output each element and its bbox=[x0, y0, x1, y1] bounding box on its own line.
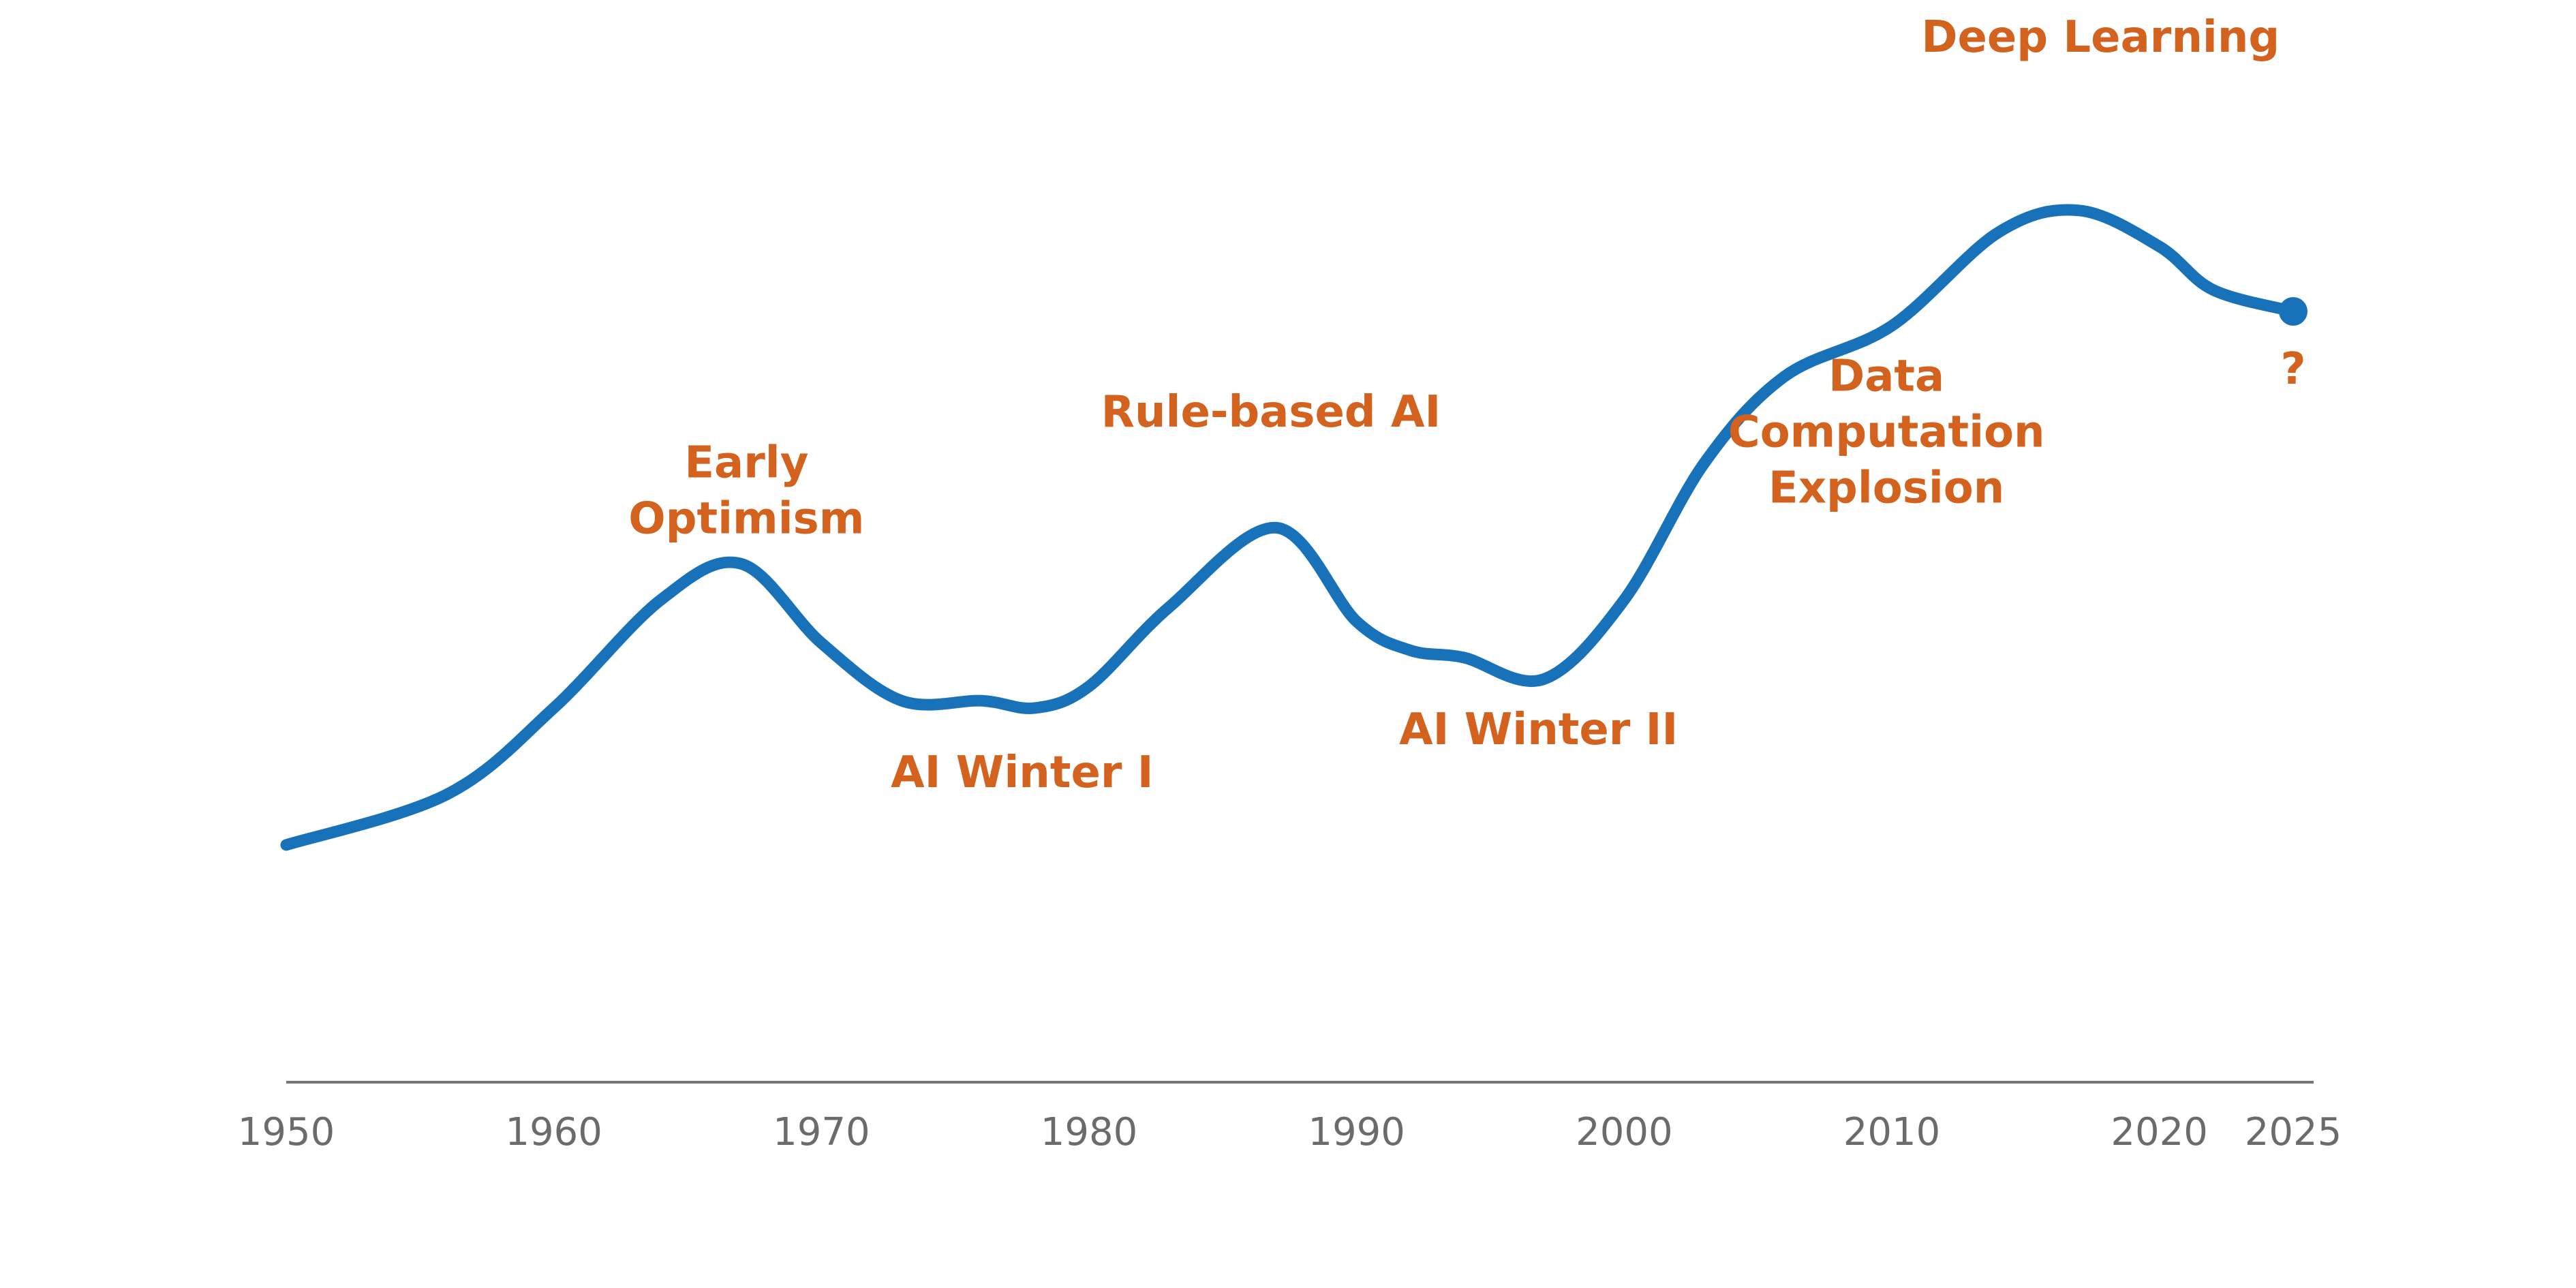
annotation-line: Deep Learning bbox=[1921, 12, 2280, 63]
annotation-ai-winter-ii: AI Winter II bbox=[1399, 705, 1678, 755]
x-tick-label-2020: 2020 bbox=[2111, 1110, 2208, 1154]
annotations: Early Optimism AI Winter I Rule-based AI AI … bbox=[628, 12, 2305, 798]
annotation-: ? bbox=[2280, 344, 2305, 395]
annotation-line: Explosion bbox=[1768, 463, 2004, 513]
x-tick-label-2010: 2010 bbox=[1843, 1110, 1941, 1154]
annotation-line: Data bbox=[1828, 351, 1944, 401]
annotation-data-computation-explosion: Data Computation Explosion bbox=[1728, 351, 2045, 513]
annotation-line: AI Winter I bbox=[891, 748, 1153, 798]
annotation-line: AI Winter II bbox=[1399, 705, 1678, 755]
annotation-line: ? bbox=[2280, 344, 2305, 395]
annotation-line: Rule-based AI bbox=[1101, 387, 1441, 438]
annotation-rule-based-ai: Rule-based AI bbox=[1101, 387, 1441, 438]
x-tick-label-2000: 2000 bbox=[1576, 1110, 1673, 1154]
annotation-deep-learning: Deep Learning bbox=[1921, 12, 2280, 63]
annotation-line: Computation bbox=[1728, 407, 2045, 457]
x-tick-label-1950: 1950 bbox=[238, 1110, 335, 1154]
x-tick-label-1960: 1960 bbox=[505, 1110, 602, 1154]
x-axis-ticks: 1950 1960 1970 1980 1990 2000 2010 2020 2025 bbox=[238, 1110, 2342, 1154]
x-tick-label-1990: 1990 bbox=[1308, 1110, 1405, 1154]
series-end-marker bbox=[2279, 296, 2307, 326]
x-tick-label-2025: 2025 bbox=[2245, 1110, 2342, 1154]
annotation-line: Optimism bbox=[628, 493, 864, 544]
annotation-ai-winter-i: AI Winter I bbox=[891, 748, 1153, 798]
series-line-ai-progress bbox=[280, 204, 2299, 851]
x-tick-label-1970: 1970 bbox=[773, 1110, 870, 1154]
annotation-line: Early bbox=[684, 438, 808, 488]
annotation-early-optimism: Early Optimism bbox=[628, 438, 864, 544]
x-tick-label-1980: 1980 bbox=[1041, 1110, 1138, 1154]
